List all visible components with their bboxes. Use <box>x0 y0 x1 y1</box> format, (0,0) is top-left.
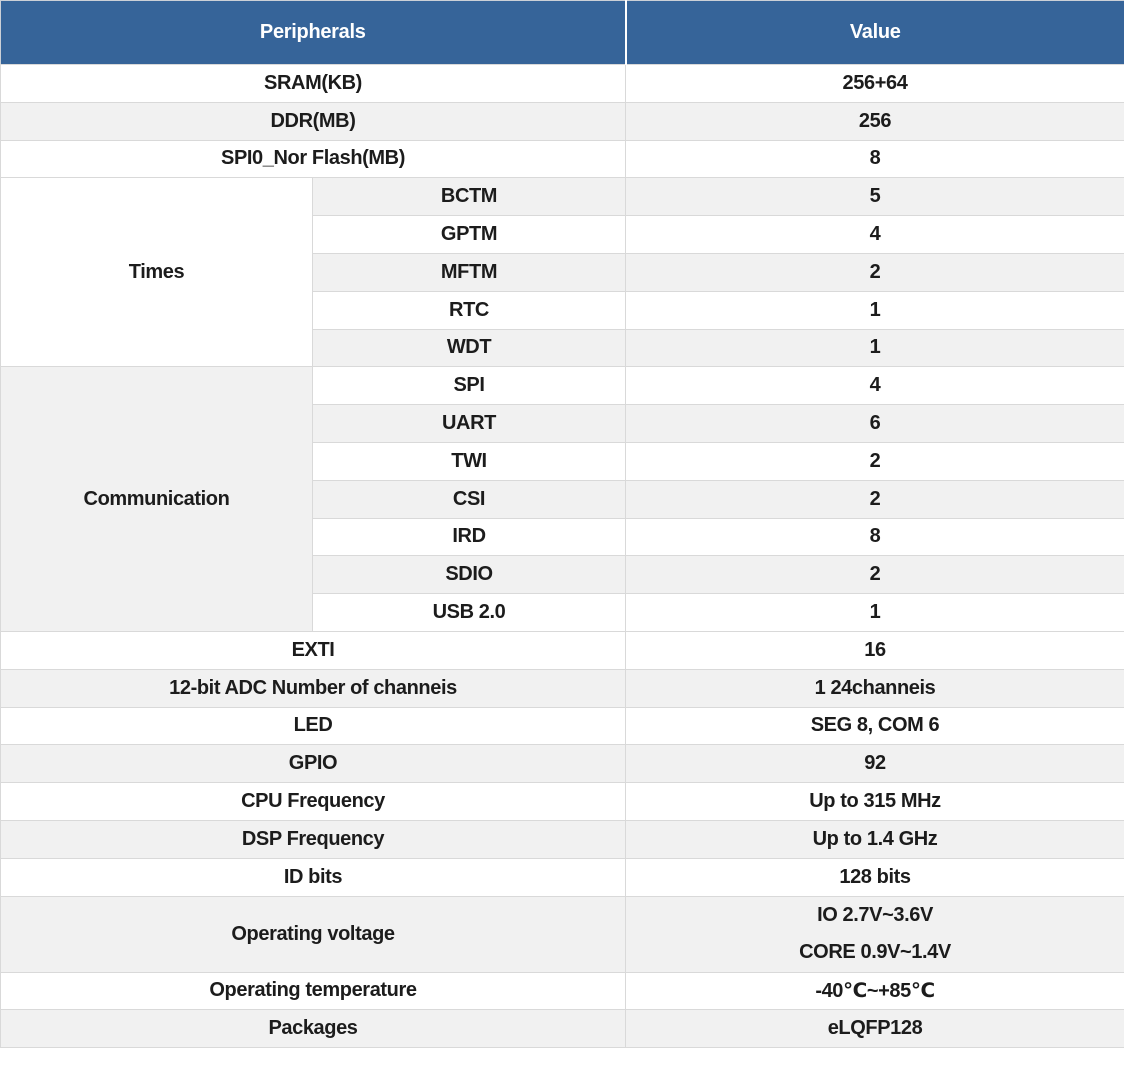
voltage-line-io: IO 2.7V~3.6V <box>817 904 933 927</box>
table-row: RTC 1 <box>1 290 1124 330</box>
sub-peripheral-cell: BCTM <box>312 177 626 217</box>
header-value-cell: Value <box>625 0 1124 65</box>
value-cell: Up to 1.4 GHz <box>625 819 1124 859</box>
value-cell: -40℃~+85℃ <box>625 971 1124 1011</box>
communication-group-cell: Communication <box>0 366 313 632</box>
value-cell: 16 <box>625 630 1124 670</box>
peripheral-label-cell: Packages <box>0 1009 626 1049</box>
table-row: IRD 8 <box>1 517 1124 557</box>
table-row: MFTM 2 <box>1 252 1124 292</box>
table-row: 12-bit ADC Number of channeis 1 24channe… <box>0 668 1124 708</box>
table-row: SPI0_Nor Flash(MB) 8 <box>0 139 1124 179</box>
peripheral-label-cell: ID bits <box>0 857 626 897</box>
voltage-line-core: CORE 0.9V~1.4V <box>799 941 951 964</box>
table-row: Communication SPI 4 <box>0 366 1124 632</box>
value-cell: 2 <box>625 252 1124 292</box>
sub-peripheral-cell: GPTM <box>312 215 626 254</box>
table-row: Operating temperature -40℃~+85℃ <box>0 971 1124 1011</box>
sub-peripheral-cell: SPI <box>312 366 626 406</box>
peripheral-label-cell: Operating temperature <box>0 971 626 1011</box>
table-row: Packages eLQFP128 <box>0 1009 1124 1049</box>
table-row: CSI 2 <box>1 479 1124 519</box>
value-cell: 1 24channeis <box>625 668 1124 708</box>
table-row: WDT 1 <box>1 328 1124 368</box>
table-row: USB 2.0 1 <box>1 593 1124 632</box>
table-row: CPU Frequency Up to 315 MHz <box>0 782 1124 821</box>
value-cell: 2 <box>625 555 1124 595</box>
peripheral-label-cell: SRAM(KB) <box>0 64 626 103</box>
sub-peripheral-cell: IRD <box>312 517 626 557</box>
table-row: SDIO 2 <box>1 555 1124 595</box>
value-cell: 92 <box>625 744 1124 784</box>
peripheral-label-cell: CPU Frequency <box>0 782 626 821</box>
value-cell: eLQFP128 <box>625 1009 1124 1049</box>
peripherals-spec-table: Peripherals Value SRAM(KB) 256+64 DDR(MB… <box>0 0 1124 1049</box>
value-cell: 1 <box>625 593 1124 632</box>
peripheral-label-cell: GPIO <box>0 744 626 784</box>
header-peripherals-cell: Peripherals <box>0 0 627 65</box>
table-row: Times BCTM 5 <box>0 177 1124 368</box>
table-row: DSP Frequency Up to 1.4 GHz <box>0 819 1124 859</box>
value-cell: 8 <box>625 517 1124 557</box>
value-cell: Up to 315 MHz <box>625 782 1124 821</box>
sub-peripheral-cell: CSI <box>312 479 626 519</box>
value-cell: 2 <box>625 479 1124 519</box>
value-cell: 256 <box>625 101 1124 141</box>
sub-peripheral-cell: RTC <box>312 290 626 330</box>
table-row: ID bits 128 bits <box>0 857 1124 897</box>
sub-peripheral-cell: SDIO <box>312 555 626 595</box>
table-row: EXTI 16 <box>0 630 1124 670</box>
value-cell: 1 <box>625 290 1124 330</box>
value-cell: 256+64 <box>625 64 1124 103</box>
sub-peripheral-cell: WDT <box>312 328 626 368</box>
value-cell: SEG 8, COM 6 <box>625 706 1124 746</box>
table-row: DDR(MB) 256 <box>0 101 1124 141</box>
sub-peripheral-cell: MFTM <box>312 252 626 292</box>
value-cell: 8 <box>625 139 1124 179</box>
peripheral-label-cell: SPI0_Nor Flash(MB) <box>0 139 626 179</box>
table-row: TWI 2 <box>1 441 1124 481</box>
peripheral-label-cell: 12-bit ADC Number of channeis <box>0 668 626 708</box>
value-cell: IO 2.7V~3.6V CORE 0.9V~1.4V <box>625 895 1124 973</box>
peripheral-label-cell: EXTI <box>0 630 626 670</box>
value-cell: 4 <box>625 215 1124 254</box>
peripheral-label-cell: DDR(MB) <box>0 101 626 141</box>
table-row: Operating voltage IO 2.7V~3.6V CORE 0.9V… <box>0 895 1124 973</box>
sub-peripheral-cell: TWI <box>312 441 626 481</box>
table-row: UART 6 <box>1 404 1124 443</box>
header-row: Peripherals Value <box>0 0 1124 65</box>
sub-peripheral-cell: USB 2.0 <box>312 593 626 632</box>
table-row: SRAM(KB) 256+64 <box>0 64 1124 103</box>
table-row: GPTM 4 <box>1 215 1124 254</box>
value-cell: 128 bits <box>625 857 1124 897</box>
value-cell: 5 <box>625 177 1124 217</box>
value-cell: 4 <box>625 366 1124 406</box>
table-row: GPIO 92 <box>0 744 1124 784</box>
value-cell: 2 <box>625 441 1124 481</box>
sub-peripheral-cell: UART <box>312 404 626 443</box>
times-group-cell: Times <box>0 177 313 368</box>
value-cell: 1 <box>625 328 1124 368</box>
table-row: LED SEG 8, COM 6 <box>0 706 1124 746</box>
peripheral-label-cell: DSP Frequency <box>0 819 626 859</box>
peripheral-label-cell: Operating voltage <box>0 895 626 973</box>
value-cell: 6 <box>625 404 1124 443</box>
peripheral-label-cell: LED <box>0 706 626 746</box>
